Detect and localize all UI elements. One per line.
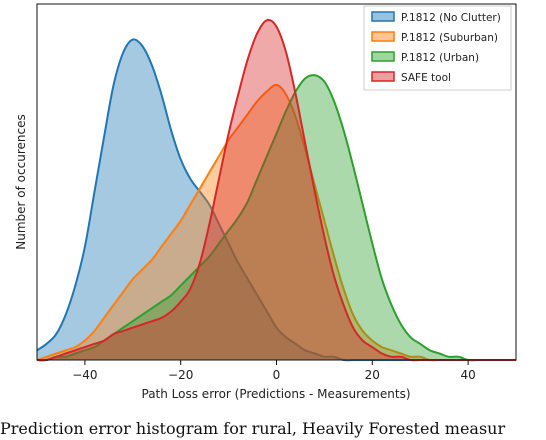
series-area-3 [37,19,516,361]
legend-label: P.1812 (Urban) [401,52,479,64]
legend-swatch [371,71,395,82]
legend: P.1812 (No Clutter) P.1812 (Suburban) P.18… [363,5,512,91]
legend-label: SAFE tool [401,72,451,84]
x-tick-label: −20 [168,368,193,382]
legend-label: P.1812 (No Clutter) [401,12,501,24]
figure-caption: Prediction error histogram for rural, He… [0,419,506,438]
x-axis-ticks: −40 −20 0 20 40 [72,360,476,382]
legend-frame [363,5,512,91]
series-areas [36,18,516,362]
y-axis-label: Number of occurences [14,114,28,249]
x-tick-label: −40 [72,368,97,382]
x-tick-label: 20 [365,368,380,382]
series-area-1 [37,84,516,361]
chart: −40 −20 0 20 40 Path Loss error (Predictions… [14,3,517,401]
x-axis-label: Path Loss error (Predictions - Measureme… [142,387,411,401]
x-tick-label: 40 [460,368,475,382]
series-area-2 [37,75,516,361]
series-area-0 [37,39,516,361]
legend-label: P.1812 (Suburban) [401,32,498,44]
legend-swatch [371,11,395,22]
x-tick-label: 0 [273,368,281,382]
legend-swatch [371,51,395,62]
legend-swatch [371,31,395,42]
